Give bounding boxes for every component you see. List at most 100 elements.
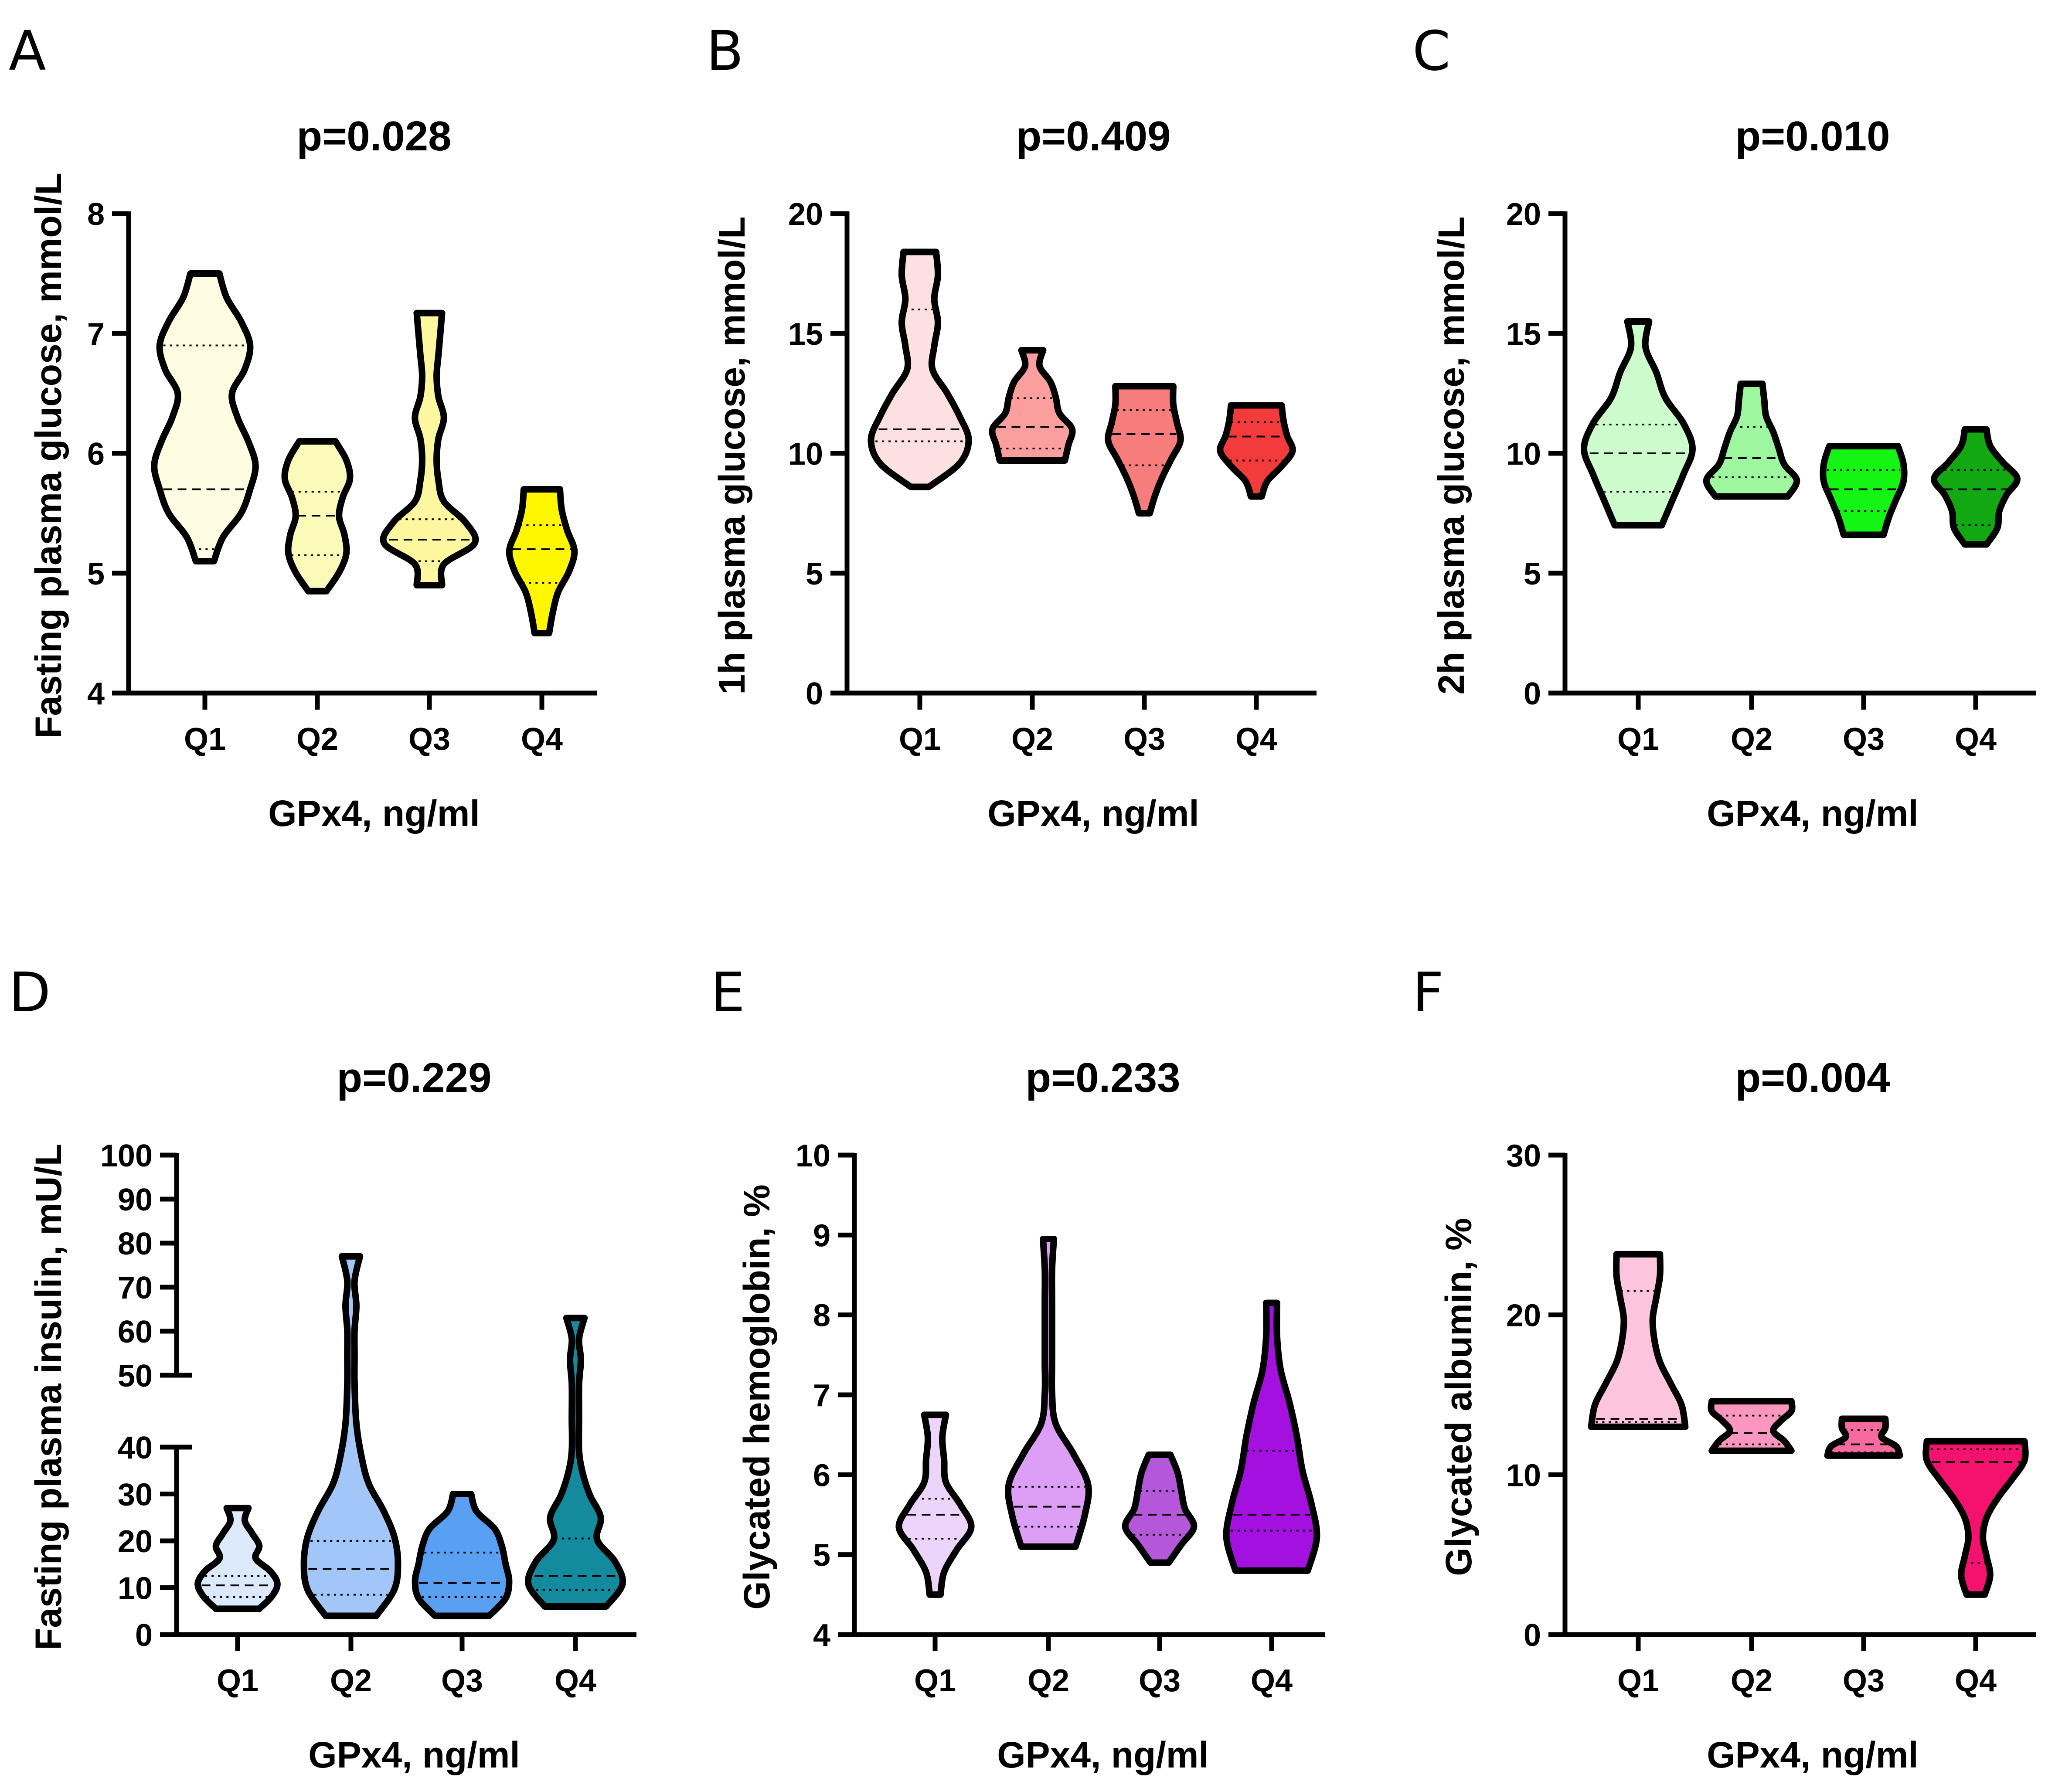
violin-q3 bbox=[1105, 383, 1184, 517]
plot-area: 4 5 6 7 8 Q1 Q2 Q3 Q4 bbox=[87, 197, 597, 757]
y-tick-label: 5 bbox=[1524, 557, 1541, 591]
plot-area: 0 5 10 15 20 Q1 Q2 Q3 Q4 bbox=[788, 197, 1317, 757]
y-tick-label: 60 bbox=[118, 1315, 153, 1349]
y-tick-label: 7 bbox=[813, 1378, 830, 1413]
x-tick-label: Q4 bbox=[555, 1663, 596, 1698]
violin-q2 bbox=[300, 1253, 401, 1619]
y-tick-label: 90 bbox=[118, 1183, 153, 1217]
y-tick-label: 5 bbox=[806, 557, 823, 591]
y-tick-label: 4 bbox=[813, 1618, 830, 1653]
panel-title: p=0.004 bbox=[1735, 1054, 1890, 1101]
violin-q4 bbox=[524, 1315, 626, 1610]
x-tick-label: Q1 bbox=[899, 722, 941, 757]
violin-q1 bbox=[1581, 318, 1696, 529]
panel-letter: D bbox=[9, 961, 51, 1024]
x-tick-label: Q1 bbox=[217, 1663, 259, 1698]
violin-q1 bbox=[895, 1411, 975, 1598]
x-tick-label: Q3 bbox=[1843, 722, 1885, 757]
x-tick-label: Q3 bbox=[441, 1663, 483, 1698]
violin-q1 bbox=[1588, 1251, 1689, 1430]
x-tick-label: Q3 bbox=[1843, 1663, 1885, 1698]
x-tick-label: Q3 bbox=[408, 722, 450, 757]
y-tick-label: 10 bbox=[1506, 1458, 1541, 1493]
y-axis-label: Glycated hemoglobin, % bbox=[736, 1184, 777, 1609]
violin-q4 bbox=[1217, 402, 1296, 500]
plot-area: 0 10 20 30 Q1 Q2 Q3 Q4 bbox=[1506, 1139, 2036, 1698]
y-tick-label: 50 bbox=[118, 1359, 153, 1394]
panel-title: p=0.409 bbox=[1016, 113, 1171, 160]
y-tick-label: 10 bbox=[788, 437, 823, 472]
x-tick-label: Q4 bbox=[1955, 722, 1997, 757]
panel-b: B p=0.409 1h plasma glucose, mmol/L GPx4… bbox=[706, 20, 1317, 834]
violin-q1 bbox=[194, 1505, 281, 1612]
y-tick-label: 70 bbox=[118, 1271, 153, 1305]
y-tick-label: 20 bbox=[788, 197, 823, 232]
y-tick-label: 30 bbox=[1506, 1139, 1541, 1173]
violin-q4 bbox=[506, 486, 578, 636]
violin-q1 bbox=[868, 248, 972, 490]
y-tick-label: 0 bbox=[1524, 676, 1541, 711]
violin-q2 bbox=[1703, 381, 1800, 500]
y-tick-label: 6 bbox=[87, 437, 105, 472]
panel-title: p=0.028 bbox=[297, 113, 452, 160]
violin-q4 bbox=[1922, 1438, 2029, 1598]
x-tick-label: Q1 bbox=[1617, 1663, 1659, 1698]
y-tick-label: 0 bbox=[135, 1618, 153, 1653]
y-tick-label: 6 bbox=[813, 1458, 830, 1493]
y-axis-label: Fasting plasma insulin, mU/L bbox=[28, 1144, 69, 1650]
panel-title: p=0.010 bbox=[1735, 113, 1890, 160]
y-tick-label: 15 bbox=[1506, 317, 1541, 352]
violin-q3 bbox=[1820, 443, 1908, 538]
panel-title: p=0.229 bbox=[337, 1054, 492, 1101]
violin-q2 bbox=[1005, 1236, 1092, 1550]
y-tick-label: 0 bbox=[806, 676, 823, 711]
violin-q2 bbox=[1708, 1398, 1796, 1454]
violin-q4 bbox=[1223, 1299, 1320, 1574]
y-tick-label: 7 bbox=[87, 317, 105, 352]
panel-letter: F bbox=[1412, 961, 1444, 1024]
x-tick-label: Q2 bbox=[1011, 722, 1053, 757]
x-tick-label: Q2 bbox=[1731, 722, 1773, 757]
panel-letter: B bbox=[706, 20, 744, 83]
panel-letter: C bbox=[1412, 20, 1450, 83]
y-tick-label: 9 bbox=[813, 1218, 830, 1253]
y-axis-label: Glycated albumin, % bbox=[1438, 1218, 1479, 1576]
y-tick-label: 15 bbox=[788, 317, 823, 352]
panel-letter: A bbox=[9, 20, 46, 83]
x-axis-label: GPx4, ng/ml bbox=[997, 1734, 1208, 1775]
violin-q3 bbox=[1122, 1451, 1198, 1566]
y-tick-label: 10 bbox=[796, 1139, 830, 1173]
y-tick-label: 0 bbox=[1524, 1618, 1541, 1653]
y-tick-label: 40 bbox=[118, 1431, 153, 1465]
y-tick-label: 80 bbox=[118, 1227, 153, 1261]
x-axis-label: GPx4, ng/ml bbox=[268, 793, 480, 834]
y-tick-label: 20 bbox=[1506, 197, 1541, 232]
x-tick-label: Q3 bbox=[1139, 1663, 1181, 1698]
x-tick-label: Q2 bbox=[330, 1663, 372, 1698]
panel-a: A p=0.028 Fasting plasma glucose, mmol/L… bbox=[9, 20, 597, 834]
violin-q2 bbox=[989, 347, 1076, 464]
x-axis-label: GPx4, ng/ml bbox=[1707, 1734, 1918, 1775]
y-tick-label: 20 bbox=[1506, 1299, 1541, 1333]
x-tick-label: Q2 bbox=[296, 722, 338, 757]
y-tick-label: 8 bbox=[87, 197, 105, 232]
plot-area: 0 10 20 30 40 50 60 70 80 90 100 Q1 Q2 Q3 Q4 bbox=[100, 1139, 636, 1698]
panel-e: E p=0.233 Glycated hemoglobin, % GPx4, n… bbox=[711, 961, 1325, 1775]
y-tick-label: 5 bbox=[87, 557, 105, 591]
x-tick-label: Q4 bbox=[521, 722, 563, 757]
panel-letter: E bbox=[711, 961, 745, 1024]
y-tick-label: 10 bbox=[118, 1571, 153, 1606]
violin-q4 bbox=[1931, 426, 2021, 548]
y-tick-label: 4 bbox=[87, 676, 105, 711]
x-tick-label: Q1 bbox=[184, 722, 226, 757]
x-axis-label: GPx4, ng/ml bbox=[987, 793, 1199, 834]
violin-q1 bbox=[151, 270, 259, 564]
x-tick-label: Q4 bbox=[1251, 1663, 1293, 1698]
x-axis-label: GPx4, ng/ml bbox=[308, 1734, 520, 1775]
violin-q3 bbox=[380, 309, 479, 588]
y-tick-label: 5 bbox=[813, 1538, 830, 1573]
y-tick-label: 20 bbox=[118, 1524, 153, 1559]
plot-area: 0 5 10 15 20 Q1 Q2 Q3 Q4 bbox=[1506, 197, 2036, 757]
panel-title: p=0.233 bbox=[1026, 1054, 1181, 1101]
